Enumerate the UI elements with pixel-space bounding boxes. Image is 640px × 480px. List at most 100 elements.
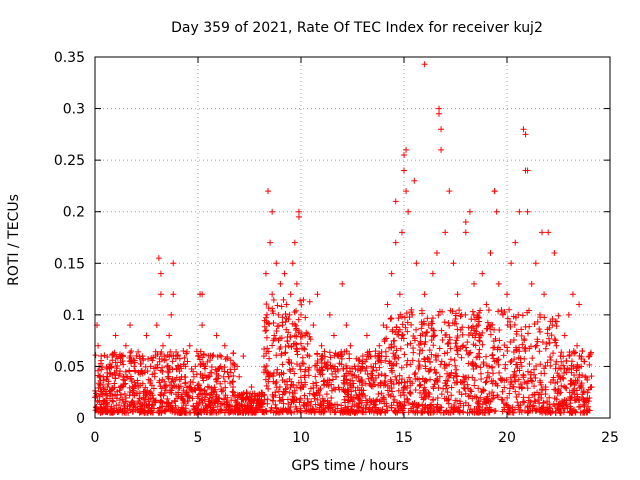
data-point-bg [404,328,411,335]
data-point-bg [340,386,347,393]
data-point-bg [477,332,484,339]
data-point-bg [344,391,351,398]
data-point-bg [230,360,237,367]
data-point-bg [266,355,273,362]
data-point-bg [521,335,528,342]
data-point-bg [519,341,526,348]
data-point-bg [448,384,455,391]
y-tick-label: 0.25 [54,153,85,169]
data-point-bg [314,351,321,358]
data-point-bg [368,374,375,381]
data-point-bg [262,314,269,321]
data-point-bg [263,382,270,389]
data-point-bg [383,403,390,410]
data-point-bg [402,324,409,331]
data-point-bg [543,340,550,347]
data-point-bg [214,375,221,382]
data-point-bg [543,409,550,416]
data-point-bg [541,365,548,372]
data-point-bg [342,399,349,406]
data-point-bg [422,338,429,345]
data-point-bg [188,365,195,372]
data-point-bg [428,325,435,332]
data-point-bg [280,296,287,303]
data-point [178,373,185,380]
data-point-bg [576,352,583,359]
data-point [398,229,405,236]
data-point-bg [199,354,206,361]
data-point-bg [457,400,464,407]
data-point [310,322,317,329]
data-point-bg [178,393,185,400]
data-point-bg [572,377,579,384]
data-point-bg [539,387,546,394]
data-point [491,188,498,195]
data-point-bg [418,408,425,415]
data-point-bg [462,399,469,406]
data-point-bg [456,407,463,414]
data-point-bg [443,395,450,402]
data-point-bg [210,352,217,359]
data-point-bg [100,382,107,389]
data-point-bg [436,405,443,412]
x-axis-label: GPS time / hours [291,458,408,474]
data-point-bg [566,351,573,358]
data-point-bg [438,327,445,334]
data-point [409,311,416,318]
data-point-bg [208,397,215,404]
data-point-bg [533,363,540,370]
data-point-bg [302,366,309,373]
data-point-bg [254,392,261,399]
data-point-bg [371,401,378,408]
data-point [384,301,391,308]
data-point [275,311,282,318]
data-point-bg [222,384,229,391]
data-point-bg [374,396,381,403]
data-point-bg [579,391,586,398]
data-point-bg [486,409,493,416]
data-point-bg [510,337,517,344]
data-point-bg [444,340,451,347]
data-point-bg [292,326,299,333]
data-point-bg [224,353,231,360]
data-point-bg [291,390,298,397]
data-point-bg [165,375,172,382]
data-point-bg [373,404,380,411]
data-point-bg [227,369,234,376]
data-point-bg [173,374,180,381]
data-point-bg [500,352,507,359]
data-point-bg [364,349,371,356]
data-point-bg [210,389,217,396]
data-point-bg [99,391,106,398]
data-point-bg [234,394,241,401]
data-point-bg [447,409,454,416]
data-point-bg [588,373,595,380]
data-point-bg [126,384,133,391]
data-point [388,270,395,277]
data-point-bg [419,401,426,408]
data-point-bg [101,352,108,359]
data-point-bg [468,388,475,395]
data-point-bg [142,384,149,391]
data-point-bg [334,405,341,412]
data-point-bg [541,314,548,321]
data-point-bg [227,366,234,373]
data-point-bg [161,390,168,397]
data-point-bg [369,383,376,390]
data-point-bg [536,325,543,332]
data-point-bg [114,408,121,415]
data-point-bg [407,340,414,347]
data-point [281,270,288,277]
data-point-bg [345,387,352,394]
data-point-bg [335,351,342,358]
data-point-bg [465,402,472,409]
data-point-bg [273,408,280,415]
data-point [355,373,362,380]
data-point-bg [298,301,305,308]
data-point-bg [127,349,134,356]
data-point-bg [263,311,270,318]
data-point-bg [488,363,495,370]
data-point-bg [475,350,482,357]
data-point-bg [126,367,133,374]
data-point [120,373,127,380]
